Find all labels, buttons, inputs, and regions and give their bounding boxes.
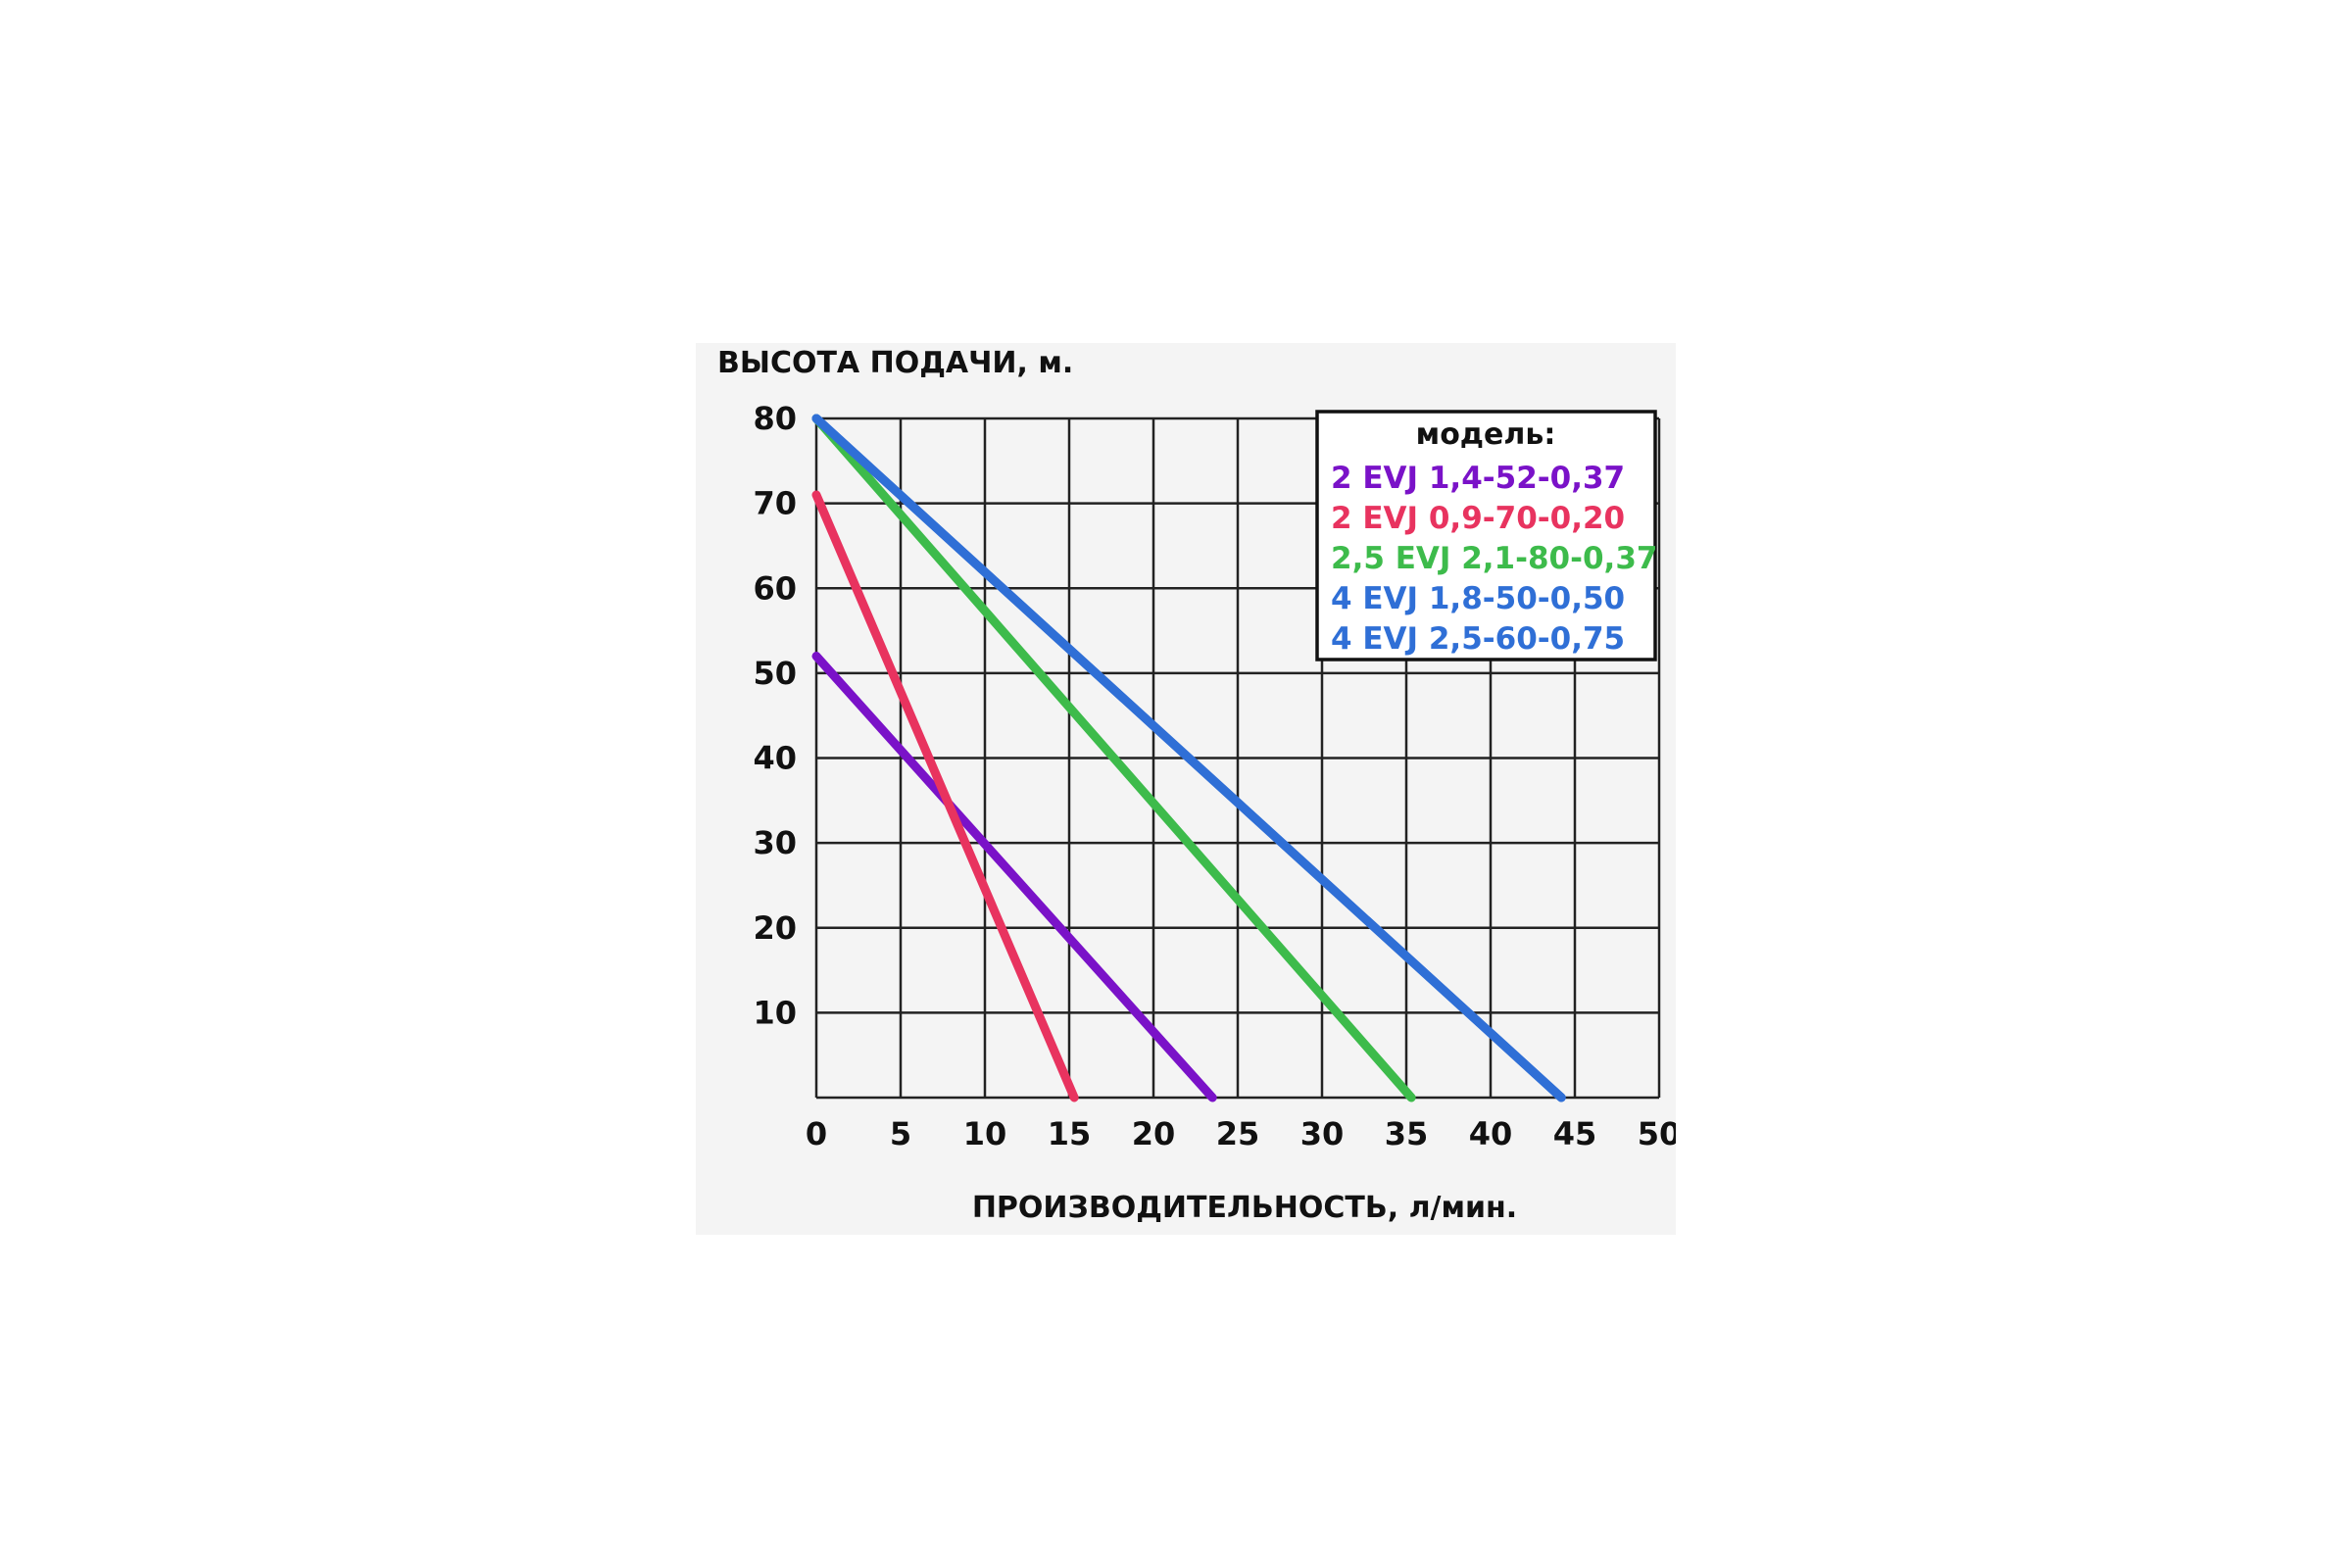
y-tick-label: 10	[753, 994, 797, 1031]
legend-items: 2 EVJ 1,4-52-0,37 2 EVJ 0,9-70-0,20 2,5 EV…	[1331, 461, 1657, 657]
legend-box	[1315, 410, 1657, 662]
tick-labels: 0 5 10 15 20 25 30 35 40 45 50 10 20 30 40 50 60 70 80	[753, 400, 1676, 1152]
legend-item: 4 EVJ 1,8-50-0,50	[1331, 581, 1625, 616]
x-tick-label: 30	[1300, 1115, 1345, 1152]
x-tick-label: 10	[963, 1115, 1007, 1152]
series-lines	[811, 414, 1566, 1102]
chart-panel: ВЫСОТА ПОДАЧИ, м. 0 5 10 15 20 25 30 35 40 45 50 10…	[696, 343, 1676, 1235]
x-tick-label: 5	[890, 1115, 911, 1152]
y-tick-label: 20	[753, 909, 797, 947]
y-tick-label: 40	[753, 740, 797, 777]
x-tick-label: 20	[1132, 1115, 1176, 1152]
legend-title: модель:	[1416, 417, 1556, 452]
pump-performance-chart: ВЫСОТА ПОДАЧИ, м. 0 5 10 15 20 25 30 35 40 45 50 10…	[717, 346, 1676, 1225]
grid	[814, 416, 1661, 1100]
y-tick-label: 50	[753, 655, 797, 692]
y-tick-label: 70	[753, 485, 797, 522]
series-line-5	[811, 414, 1566, 1102]
legend-item: 4 EVJ 2,5-60-0,75	[1331, 621, 1625, 657]
legend-item: 2 EVJ 1,4-52-0,37	[1331, 461, 1625, 496]
y-tick-label: 30	[753, 824, 797, 861]
legend-item: 2,5 EVJ 2,1-80-0,37	[1331, 541, 1657, 576]
x-tick-label: 25	[1216, 1115, 1260, 1152]
legend-item: 2 EVJ 0,9-70-0,20	[1331, 501, 1625, 536]
series-line-3	[811, 414, 1416, 1102]
legend: модель: 2 EVJ 1,4-52-0,37 2 EVJ 0,9-70-0,…	[1315, 410, 1657, 662]
series-line-2	[811, 490, 1079, 1102]
y-tick-label: 60	[753, 569, 797, 607]
series-line-1	[811, 652, 1217, 1102]
x-tick-label: 50	[1638, 1115, 1676, 1152]
x-tick-label: 45	[1553, 1115, 1597, 1152]
x-tick-label: 0	[806, 1115, 827, 1152]
y-axis-title: ВЫСОТА ПОДАЧИ, м.	[717, 346, 1073, 380]
x-axis-title: ПРОИЗВОДИТЕЛЬНОСТЬ, л/мин.	[972, 1191, 1517, 1225]
x-tick-label: 35	[1385, 1115, 1429, 1152]
y-tick-label: 80	[753, 400, 797, 437]
x-tick-label: 15	[1048, 1115, 1092, 1152]
x-tick-label: 40	[1469, 1115, 1513, 1152]
